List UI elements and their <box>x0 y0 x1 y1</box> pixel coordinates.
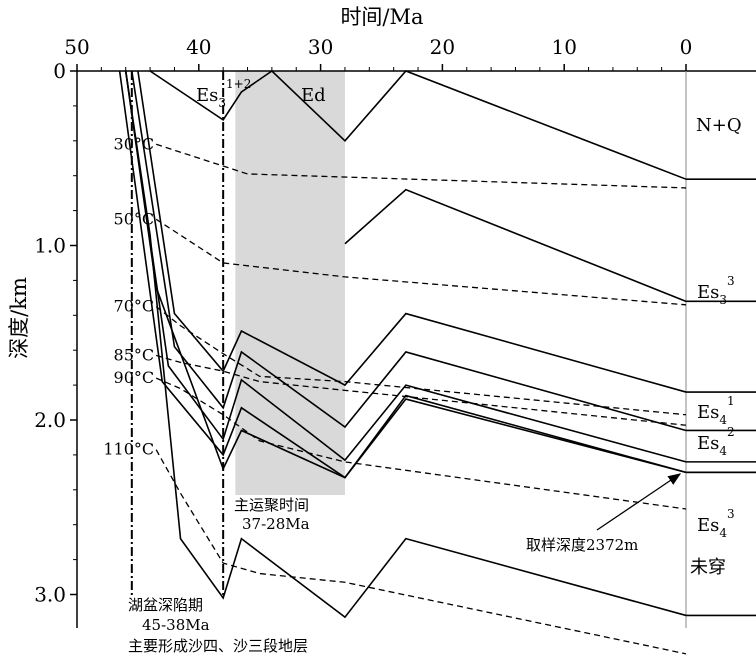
x-tick-label: 30 <box>308 35 333 59</box>
y-tick-label: 0 <box>53 59 66 83</box>
stratum-ed-label: Ed <box>301 85 326 106</box>
isotherm-label: 110°C <box>103 440 154 459</box>
isotherm-label: 90°C <box>114 368 155 387</box>
burial-curve <box>124 70 687 479</box>
burial-curve <box>344 188 687 303</box>
stratum-es42-label: Es42 <box>697 425 735 458</box>
stratum-es33-label: Es33 <box>697 274 735 307</box>
sample-depth-note: 取样深度2372m <box>526 536 638 554</box>
y-tick-label: 3.0 <box>34 583 66 607</box>
stratum-es3-upper-label: Es31+2 <box>196 77 251 110</box>
shade-label-line1: 主运聚时间 <box>234 496 309 514</box>
shade-layer <box>235 71 345 496</box>
curve-layer <box>118 69 756 619</box>
unpenetrated-label: 未穿 <box>690 557 726 578</box>
isotherm-label: 70°C <box>114 297 155 316</box>
label-layer: 30°C 50°C 70°C 85°C 90°C 110°C <box>103 134 682 531</box>
x-tick-label: 20 <box>430 35 455 59</box>
isotherm-line <box>155 449 687 655</box>
x-tick-label: 40 <box>186 35 211 59</box>
x-axis-title: 时间/Ma <box>340 5 423 29</box>
isotherm-layer <box>155 143 687 655</box>
burial-curve <box>137 70 687 393</box>
shade-label-line2: 37-28Ma <box>242 515 310 533</box>
x-tick-label: 50 <box>64 35 89 59</box>
frame-layer <box>76 70 756 628</box>
isotherm-line <box>155 218 687 306</box>
isotherm-label: 85°C <box>114 345 155 364</box>
isotherm-line <box>155 377 687 510</box>
isotherm-label: 50°C <box>114 209 155 228</box>
burial-curve <box>124 70 687 463</box>
accumulation-period-band <box>235 71 345 496</box>
rift-label-line3: 主要形成沙四、沙三段地层 <box>128 637 308 655</box>
isotherm-line <box>155 143 687 189</box>
x-tick-label: 10 <box>551 35 576 59</box>
burial-curve <box>118 70 687 479</box>
sample-depth-arrow <box>596 473 682 531</box>
x-tick-label: 0 <box>680 35 693 59</box>
burial-curve <box>124 70 687 619</box>
stratum-es41-label: Es41 <box>697 394 735 427</box>
isotherm-line <box>155 354 687 426</box>
stratum-es43-label: Es43 <box>697 507 735 540</box>
burial-curve <box>131 70 687 432</box>
rift-label-line2: 45-38Ma <box>142 616 210 634</box>
burial-curve <box>149 69 687 180</box>
y-axis-title: 深度/km <box>7 277 31 359</box>
isotherm-line <box>155 306 687 416</box>
stratum-nq-label: N+Q <box>696 115 742 136</box>
y-tick-label: 1.0 <box>34 234 66 258</box>
y-tick-label: 2.0 <box>34 408 66 432</box>
isotherm-label: 30°C <box>114 134 155 153</box>
tick-layer: 50 40 30 20 10 0 0 1.0 2.0 3.0 <box>34 35 692 607</box>
rift-label-line1: 湖盆深陷期 <box>128 596 203 614</box>
